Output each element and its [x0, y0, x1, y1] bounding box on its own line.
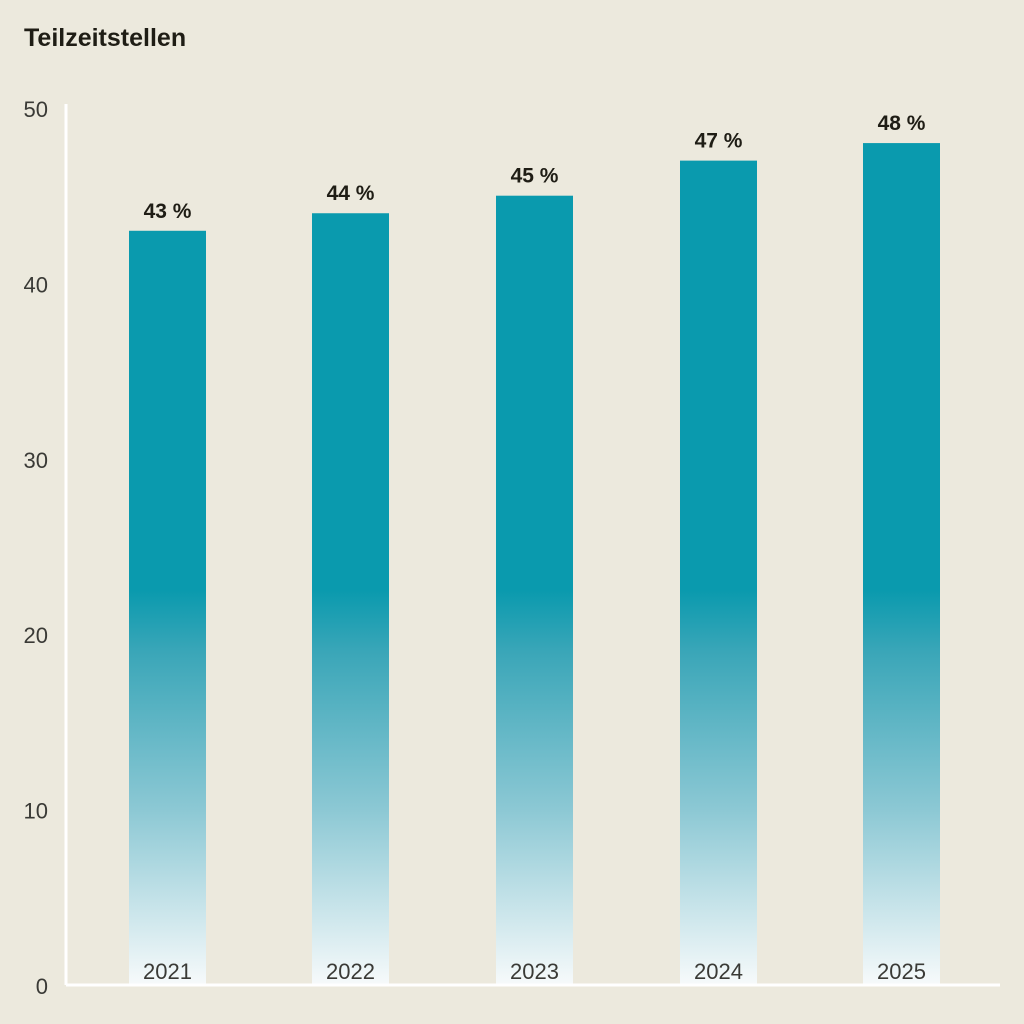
x-tick-label: 2023: [510, 959, 559, 984]
y-tick-label: 0: [36, 974, 48, 999]
value-label: 45 %: [511, 165, 559, 188]
y-tick-label: 30: [24, 448, 48, 473]
value-label: 47 %: [695, 130, 743, 153]
bar-2024: [680, 160, 757, 985]
bar-2021: [129, 230, 206, 985]
y-tick-label: 50: [24, 97, 48, 122]
y-tick-label: 20: [24, 623, 48, 648]
value-label: 48 %: [878, 112, 926, 135]
x-tick-label: 2025: [877, 959, 926, 984]
y-tick-label: 10: [24, 799, 48, 824]
x-tick-label: 2021: [143, 959, 192, 984]
x-tick-label: 2024: [694, 959, 743, 984]
y-tick-label: 40: [24, 272, 48, 297]
bar-2025: [863, 143, 940, 985]
value-label: 44 %: [327, 182, 375, 205]
x-tick-label: 2022: [326, 959, 375, 984]
bar-2023: [496, 195, 573, 985]
chart-title: Teilzeitstellen: [24, 24, 187, 52]
value-label: 43 %: [144, 200, 192, 223]
bar-2022: [312, 213, 389, 986]
